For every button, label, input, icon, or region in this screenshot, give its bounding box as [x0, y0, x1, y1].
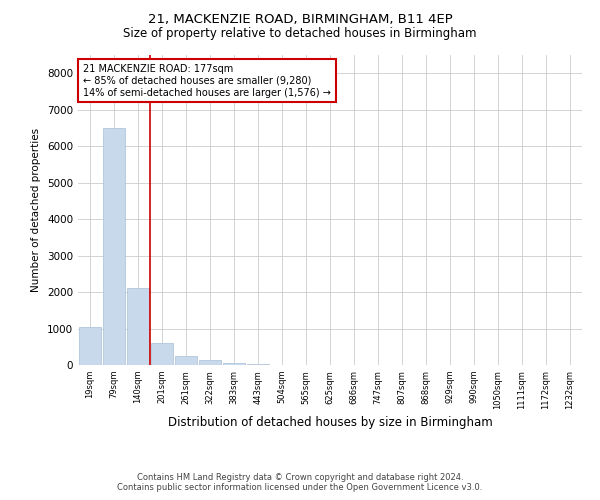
Bar	[79, 326, 101, 365]
Text: Contains HM Land Registry data © Crown copyright and database right 2024.
Contai: Contains HM Land Registry data © Crown c…	[118, 473, 482, 492]
Bar	[223, 363, 245, 365]
Bar	[247, 364, 269, 365]
Bar	[175, 356, 197, 365]
X-axis label: Distribution of detached houses by size in Birmingham: Distribution of detached houses by size …	[167, 416, 493, 429]
Bar	[127, 288, 149, 365]
Text: 21, MACKENZIE ROAD, BIRMINGHAM, B11 4EP: 21, MACKENZIE ROAD, BIRMINGHAM, B11 4EP	[148, 12, 452, 26]
Bar	[199, 360, 221, 365]
Text: Size of property relative to detached houses in Birmingham: Size of property relative to detached ho…	[123, 28, 477, 40]
Text: 21 MACKENZIE ROAD: 177sqm
← 85% of detached houses are smaller (9,280)
14% of se: 21 MACKENZIE ROAD: 177sqm ← 85% of detac…	[83, 64, 331, 98]
Bar	[103, 128, 125, 365]
Y-axis label: Number of detached properties: Number of detached properties	[31, 128, 41, 292]
Bar	[151, 343, 173, 365]
